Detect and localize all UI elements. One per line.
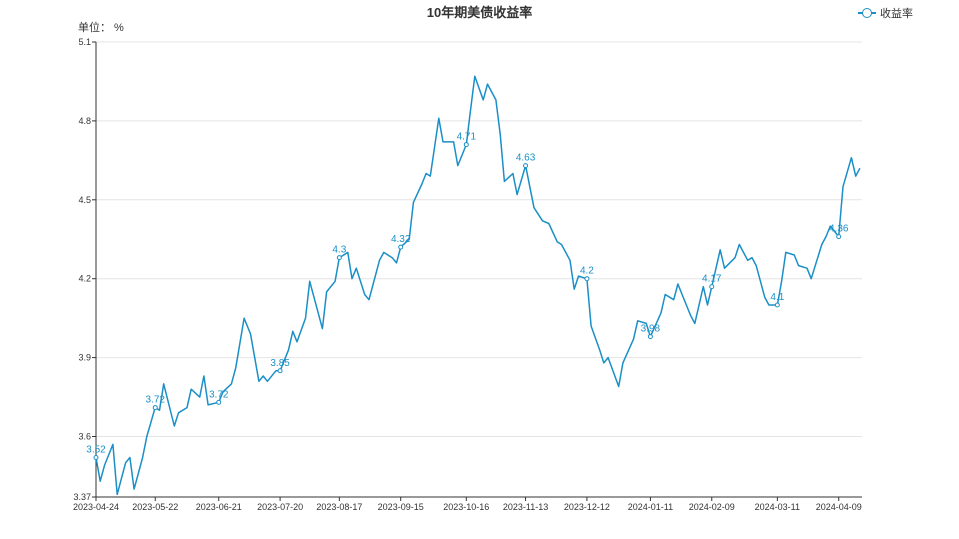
data-label: 3.72 <box>146 395 166 406</box>
data-label: 4.32 <box>391 234 411 245</box>
data-point <box>774 302 780 308</box>
x-tick-label: 2023-10-16 <box>443 502 489 512</box>
data-label: 4.71 <box>457 132 477 143</box>
data-label: 4.1 <box>770 292 784 303</box>
data-label: 4.36 <box>829 224 849 235</box>
chart-title: 10年期美债收益率 <box>426 5 533 20</box>
data-point <box>836 234 842 240</box>
data-label: 3.85 <box>270 358 290 369</box>
data-point <box>152 405 158 411</box>
y-tick-label: 3.9 <box>78 353 91 363</box>
y-tick-label: 4.5 <box>78 195 91 205</box>
x-tick-label: 2023-07-20 <box>257 502 303 512</box>
data-point <box>584 276 590 282</box>
series-line <box>95 75 861 496</box>
axes <box>95 42 862 498</box>
x-tick-label: 2024-03-11 <box>755 502 800 512</box>
x-tick-label: 2023-05-22 <box>132 502 178 512</box>
y-tick-label: 3.37 <box>73 492 91 502</box>
data-point <box>277 368 283 374</box>
x-tick-label: 2023-11-13 <box>503 502 548 512</box>
y-tick-label: 5.1 <box>78 37 91 47</box>
x-tick-label: 2024-01-11 <box>628 502 673 512</box>
data-point <box>709 284 715 290</box>
x-tick-label: 2023-06-21 <box>196 502 242 512</box>
x-tick-label: 2023-04-24 <box>73 502 119 512</box>
y-axis-ticks: 3.37 3.6 3.9 4.2 4.5 4.8 5.1 <box>73 37 96 502</box>
data-label: 4.17 <box>702 274 722 285</box>
legend-line-circle-icon <box>858 8 876 18</box>
x-tick-label: 2023-09-15 <box>378 502 424 512</box>
data-label: 4.2 <box>580 266 594 277</box>
data-label: 3.72 <box>209 389 229 400</box>
data-point <box>336 255 342 261</box>
data-label: 3.52 <box>86 445 106 456</box>
y-tick-label: 3.6 <box>78 432 91 442</box>
grid-lines <box>96 41 862 438</box>
x-axis-ticks: 2023-04-24 2023-05-22 2023-06-21 2023-07-20… <box>73 497 862 512</box>
data-labels: 3.52 3.72 3.72 3.85 4.3 4.32 4.71 4.63 4.2 3.98 4.… <box>86 132 849 461</box>
data-point <box>216 399 222 405</box>
x-tick-label: 2024-04-09 <box>816 502 862 512</box>
y-tick-label: 4.2 <box>78 274 91 284</box>
data-point <box>523 163 529 169</box>
data-point <box>647 334 653 340</box>
x-tick-label: 2023-12-12 <box>564 502 610 512</box>
data-label: 4.3 <box>332 245 346 256</box>
data-point <box>463 142 469 148</box>
data-label: 4.63 <box>516 153 536 164</box>
legend-label: 收益率 <box>880 8 913 20</box>
data-point <box>398 244 404 250</box>
x-tick-label: 2024-02-09 <box>689 502 735 512</box>
unit-label: 单位： % <box>78 22 124 34</box>
legend[interactable]: 收益率 <box>858 5 913 21</box>
data-label: 3.98 <box>641 324 661 335</box>
data-point <box>93 455 99 461</box>
y-tick-label: 4.8 <box>78 116 91 126</box>
x-tick-label: 2023-08-17 <box>316 502 362 512</box>
series <box>95 75 861 496</box>
